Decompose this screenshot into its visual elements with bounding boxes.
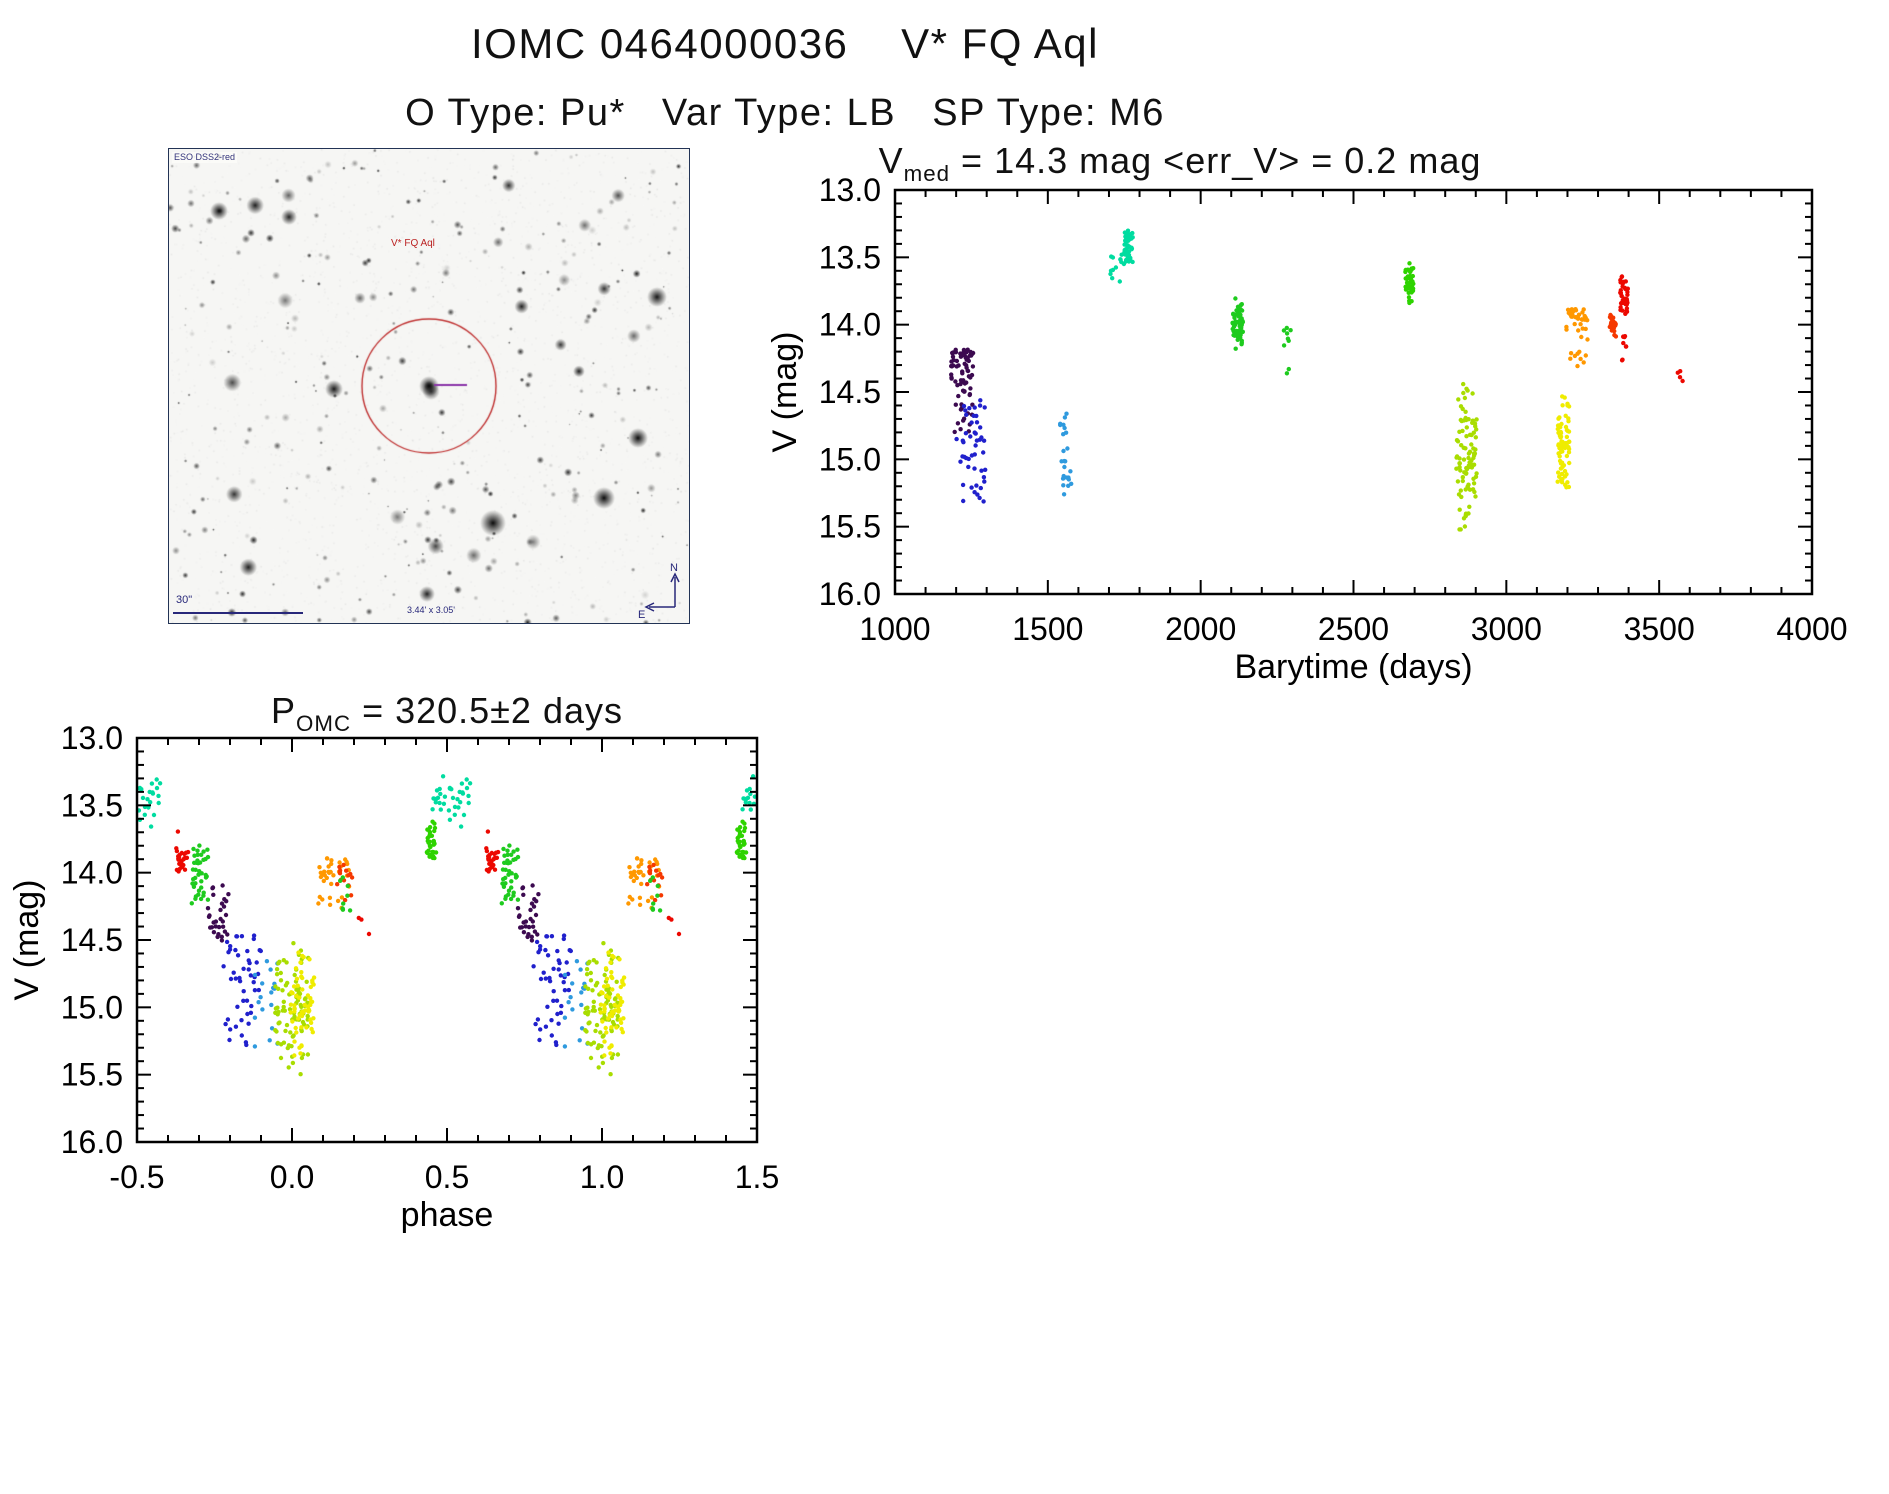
svg-text:2000: 2000	[1165, 611, 1236, 647]
svg-text:14.5: 14.5	[61, 922, 123, 958]
period-value: = 320.5±2 days	[351, 690, 624, 731]
svg-text:V (mag): V (mag)	[8, 880, 46, 1001]
svg-text:3500: 3500	[1624, 611, 1695, 647]
vmed-subscript: med	[903, 161, 951, 187]
svg-text:15.5: 15.5	[61, 1057, 123, 1093]
svg-text:13.5: 13.5	[61, 787, 123, 823]
svg-text:16.0: 16.0	[819, 576, 881, 612]
svg-text:1500: 1500	[1012, 611, 1083, 647]
svg-text:15.5: 15.5	[819, 509, 881, 545]
scale-bar-label: 30"	[176, 594, 193, 606]
svg-text:14.0: 14.0	[61, 855, 123, 891]
svg-text:phase: phase	[401, 1196, 494, 1234]
svg-text:16.0: 16.0	[61, 1124, 123, 1160]
svg-text:Barytime (days): Barytime (days)	[1234, 648, 1472, 686]
finding-chart: ESO DSS2-red V* FQ Aql 30" 3.44' x 3.05'…	[168, 148, 690, 624]
svg-text:14.0: 14.0	[819, 307, 881, 343]
survey-label: ESO DSS2-red	[172, 152, 238, 163]
target-star-label: V* FQ Aql	[391, 238, 435, 249]
svg-text:3000: 3000	[1471, 611, 1542, 647]
barytime-plot-title: Vmed = 14.3 mag <err_V> = 0.2 mag	[730, 140, 1630, 187]
data-points	[949, 228, 1685, 532]
svg-text:15.0: 15.0	[61, 989, 123, 1025]
svg-text:0.0: 0.0	[270, 1159, 314, 1195]
svg-text:13.0: 13.0	[61, 720, 123, 756]
svg-text:13.5: 13.5	[819, 239, 881, 275]
svg-text:1.0: 1.0	[580, 1159, 624, 1195]
scale-bar	[173, 612, 303, 614]
compass-east-label: E	[638, 609, 645, 619]
field-of-view-label: 3.44' x 3.05'	[407, 605, 455, 615]
svg-text:15.0: 15.0	[819, 441, 881, 477]
compass-rose-icon: N E	[638, 562, 680, 619]
finding-chart-starfield	[169, 149, 689, 623]
svg-text:4000: 4000	[1776, 611, 1847, 647]
page-subtitle: O Type: Pu* Var Type: LB SP Type: M6	[405, 92, 1165, 134]
page-title: IOMC 0464000036 V* FQ Aql	[471, 20, 1099, 67]
phase-plot-title: POMC = 320.5±2 days	[117, 690, 777, 737]
svg-text:0.5: 0.5	[425, 1159, 469, 1195]
svg-text:-0.5: -0.5	[109, 1159, 164, 1195]
svg-text:14.5: 14.5	[819, 374, 881, 410]
vmed-symbol: V	[878, 140, 904, 181]
compass-north-label: N	[670, 562, 678, 574]
svg-text:V (mag): V (mag)	[766, 332, 804, 453]
period-symbol: P	[270, 690, 296, 731]
data-points	[136, 774, 758, 1077]
svg-text:1.5: 1.5	[735, 1159, 779, 1195]
vmed-value: = 14.3 mag <err_V> = 0.2 mag	[950, 140, 1482, 181]
period-subscript: OMC	[296, 711, 352, 737]
svg-text:2500: 2500	[1318, 611, 1389, 647]
svg-text:1000: 1000	[859, 611, 930, 647]
